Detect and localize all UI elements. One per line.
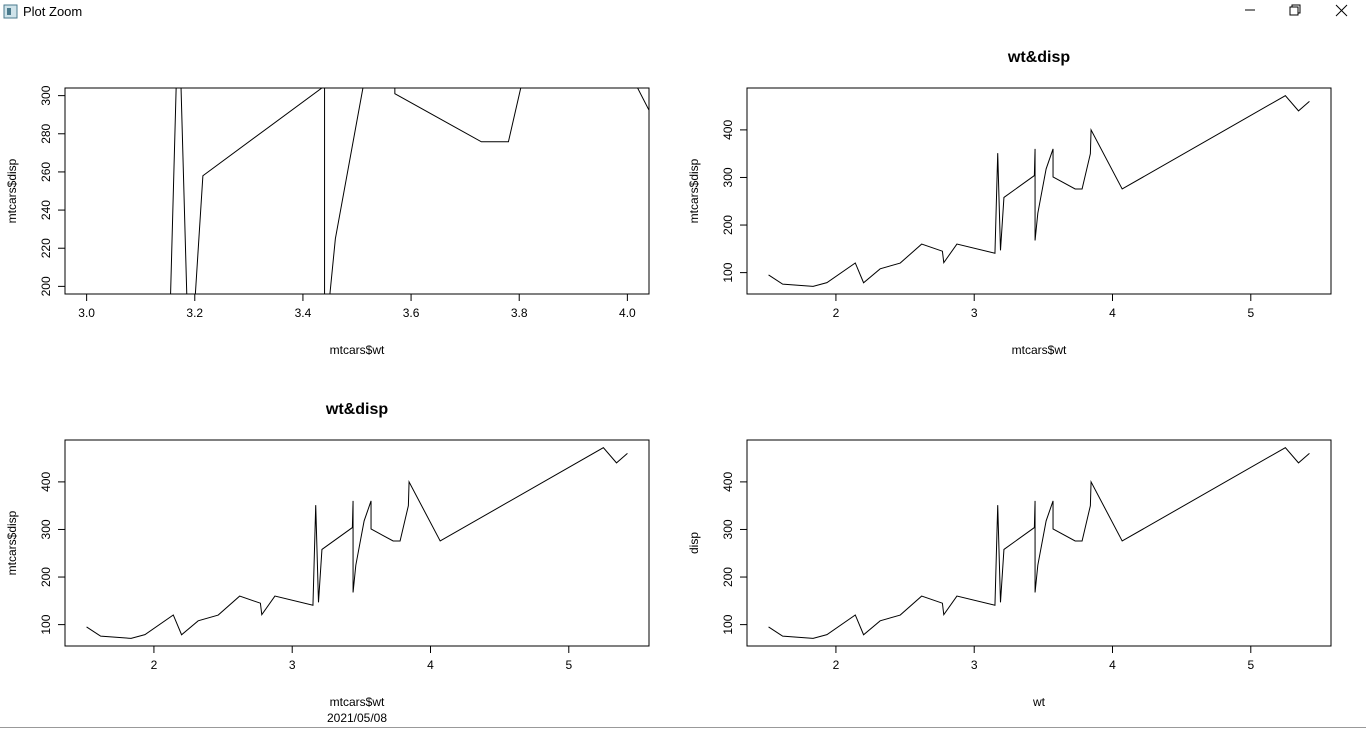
x-tick-label: 2 (151, 658, 158, 672)
chart-title: wt&disp (325, 401, 388, 418)
y-tick-label: 200 (721, 215, 735, 235)
title-bar (0, 0, 1366, 24)
plot: 2 3 4 5 100 200 300 400 wt&disp mtcars$wt mtcars$d… (687, 49, 1332, 357)
y-axis-label: mtcars$disp (687, 158, 701, 223)
plot-box (746, 87, 1332, 295)
y-tick-label: 280 (39, 123, 53, 143)
y-tick-label: 300 (721, 167, 735, 187)
plot-box (746, 439, 1332, 647)
data-line (170, 88, 649, 294)
x-tick-label: 4 (1109, 658, 1116, 672)
y-tick-label: 300 (721, 519, 735, 539)
x-tick-label: 2 (833, 306, 840, 320)
x-tick-label: 2 (833, 658, 840, 672)
x-tick-label: 3 (971, 306, 978, 320)
data-line (768, 94, 1310, 287)
x-tick-label: 4 (427, 658, 434, 672)
x-tick-label: 5 (1247, 306, 1254, 320)
data-line (768, 446, 1310, 639)
x-tick-label: 5 (565, 658, 572, 672)
y-tick-label: 400 (721, 120, 735, 140)
y-axis-label: disp (687, 532, 701, 554)
plot: 2 3 4 5 100 200 300 400 wt disp (687, 439, 1332, 709)
x-tick-label: 3 (289, 658, 296, 672)
restore-button[interactable] (1289, 4, 1301, 16)
y-axis-label: mtcars$disp (5, 158, 19, 223)
y-axis-label: mtcars$disp (5, 510, 19, 575)
x-axis-label: wt (1032, 695, 1046, 709)
x-tick-label: 3 (971, 658, 978, 672)
y-tick-label: 200 (39, 567, 53, 587)
x-axis-label: mtcars$wt (1012, 343, 1067, 357)
x-tick-label: 3.4 (295, 306, 312, 320)
plot: 3.0 3.2 3.4 3.6 3.8 4.0 200 220 240 260 280 300 mtca… (5, 85, 650, 357)
window-title: Plot Zoom (23, 4, 82, 19)
y-tick-label: 100 (721, 262, 735, 282)
plot: 2 3 4 5 100 200 300 400 wt&disp mtcars$wt 2021/05/… (5, 401, 650, 725)
y-tick-label: 200 (721, 567, 735, 587)
plot-box (64, 439, 650, 647)
x-axis-label: mtcars$wt (330, 695, 385, 709)
x-tick-label: 4 (1109, 306, 1116, 320)
plot-box (64, 87, 650, 295)
x-tick-label: 3.0 (78, 306, 95, 320)
y-tick-label: 260 (39, 162, 53, 182)
y-tick-label: 300 (39, 519, 53, 539)
y-tick-label: 100 (721, 614, 735, 634)
x-tick-label: 4.0 (619, 306, 636, 320)
subtitle: 2021/05/08 (327, 711, 387, 725)
x-tick-label: 3.8 (511, 306, 528, 320)
chart-title: wt&disp (1007, 49, 1070, 66)
y-tick-label: 400 (721, 472, 735, 492)
x-axis-label: mtcars$wt (330, 343, 385, 357)
y-tick-label: 300 (39, 85, 53, 105)
y-tick-label: 200 (39, 276, 53, 296)
x-tick-label: 5 (1247, 658, 1254, 672)
close-button[interactable] (1335, 4, 1348, 17)
y-tick-label: 100 (39, 614, 53, 634)
y-tick-label: 240 (39, 200, 53, 220)
app-icon-detail (7, 8, 11, 15)
data-line (86, 446, 628, 639)
y-tick-label: 220 (39, 238, 53, 258)
x-tick-label: 3.6 (403, 306, 420, 320)
y-tick-label: 400 (39, 472, 53, 492)
x-tick-label: 3.2 (186, 306, 203, 320)
